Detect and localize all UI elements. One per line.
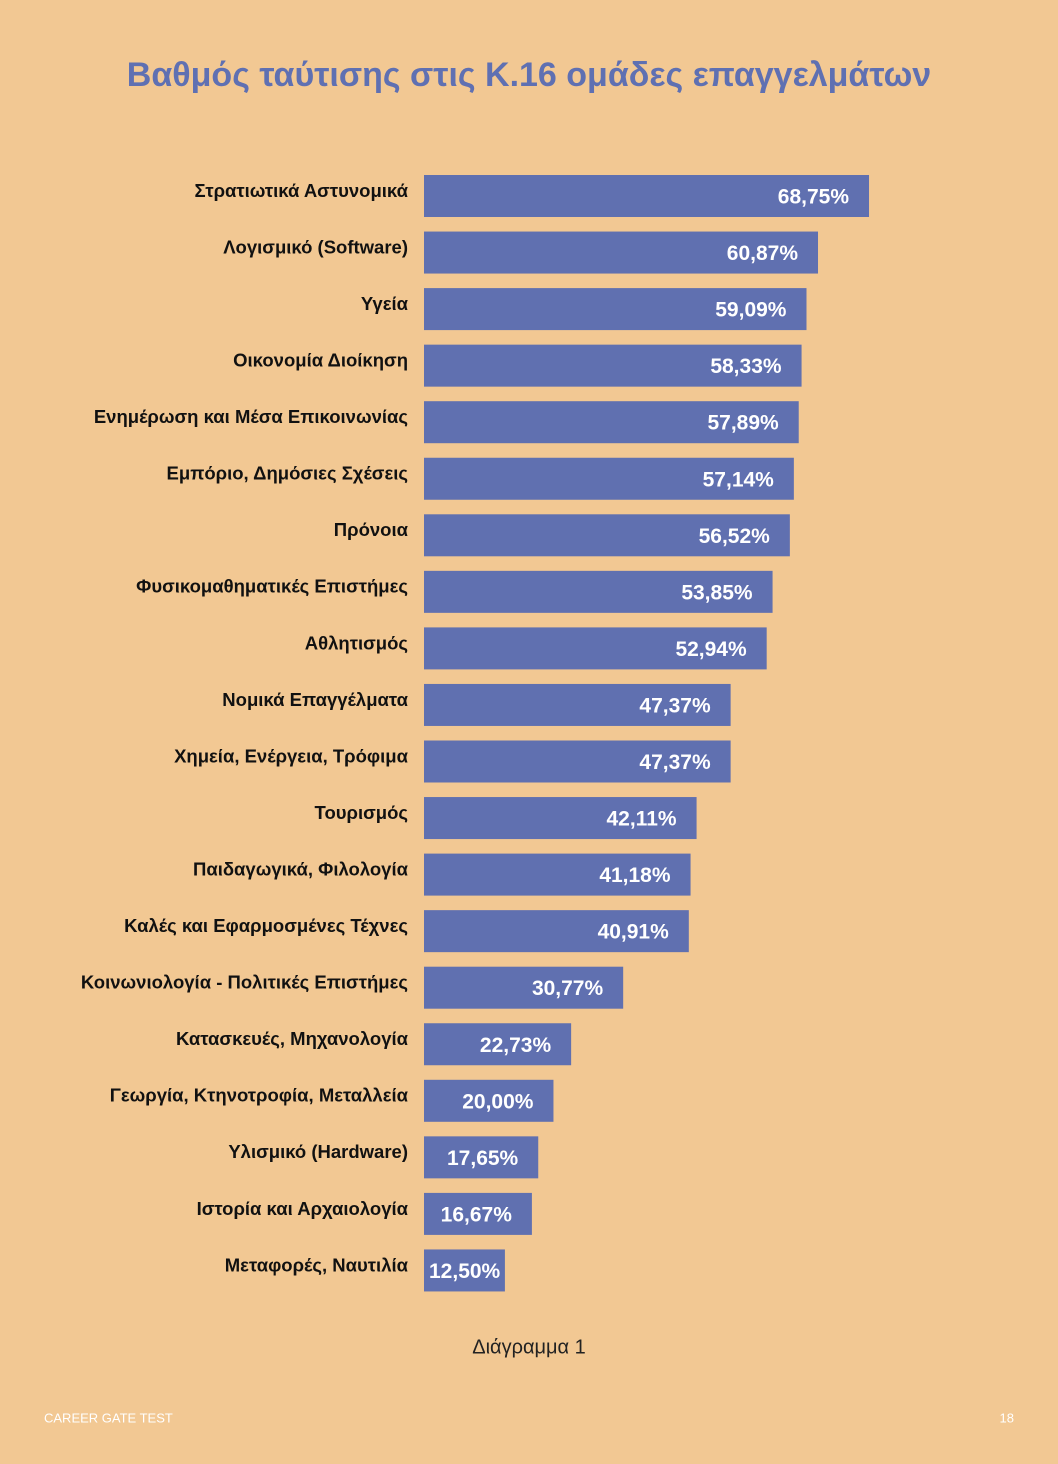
value-label: 12,50%	[429, 1260, 501, 1283]
value-label: 40,91%	[598, 921, 670, 944]
bar	[424, 1023, 572, 1066]
bar	[424, 457, 794, 500]
category-label: Φυσικομαθηματικές Επιστήμες	[136, 576, 408, 597]
category-label: Γεωργία, Κτηνοτροφία, Μεταλλεία	[110, 1085, 409, 1106]
category-label: Μεταφορές, Ναυτιλία	[225, 1254, 409, 1275]
bar	[424, 1079, 554, 1122]
category-label: Οικονομία Διοίκηση	[233, 350, 408, 371]
category-label: Κατασκευές, Μηχανολογία	[176, 1028, 409, 1049]
value-label: 30,77%	[532, 977, 604, 1000]
bar	[424, 966, 624, 1009]
bar	[424, 401, 799, 444]
value-label: 22,73%	[480, 1034, 552, 1057]
value-label: 52,94%	[675, 638, 747, 661]
value-label: 17,65%	[447, 1147, 519, 1170]
category-label: Ιστορία και Αρχαιολογία	[197, 1198, 409, 1219]
chart-title: Βαθμός ταύτισης στις Κ.16 ομάδες επαγγελ…	[127, 56, 931, 94]
bar	[424, 627, 767, 670]
page-number: 18	[1000, 1410, 1014, 1425]
bar	[424, 853, 691, 896]
caption: Διάγραμμα 1	[472, 1336, 586, 1358]
bar	[424, 1136, 539, 1179]
value-label: 16,67%	[441, 1203, 513, 1226]
category-label: Πρόνοια	[334, 519, 409, 540]
category-label: Λογισμικό (Software)	[223, 236, 408, 257]
bar	[424, 231, 819, 274]
category-label: Υγεία	[361, 293, 409, 314]
footer-left: CAREER GATE TEST	[44, 1410, 173, 1425]
bar	[424, 514, 790, 557]
bar	[424, 797, 697, 840]
category-label: Τουρισμός	[315, 802, 408, 823]
value-label: 41,18%	[599, 864, 671, 887]
value-label: 59,09%	[715, 299, 787, 322]
bar	[424, 344, 802, 387]
value-label: 57,89%	[707, 412, 779, 435]
category-label: Υλισμικό (Hardware)	[228, 1141, 408, 1162]
bar	[424, 1249, 505, 1292]
value-label: 20,00%	[462, 1090, 534, 1113]
bar	[424, 175, 870, 217]
bar	[424, 1192, 532, 1235]
value-label: 47,37%	[639, 751, 711, 774]
value-label: 56,52%	[699, 525, 771, 548]
value-label: 53,85%	[681, 581, 753, 604]
bar	[424, 740, 731, 783]
category-label: Στρατιωτικά Αστυνομικά	[195, 180, 409, 201]
category-label: Χημεία, Ενέργεια, Τρόφιμα	[174, 745, 409, 766]
bar	[424, 570, 773, 613]
value-label: 68,75%	[778, 186, 850, 209]
bar	[424, 683, 731, 726]
value-label: 47,37%	[639, 694, 711, 717]
value-label: 58,33%	[710, 355, 782, 378]
value-label: 57,14%	[703, 468, 775, 491]
category-label: Ενημέρωση και Μέσα Επικοινωνίας	[94, 406, 408, 427]
category-label: Παιδαγωγικά, Φιλολογία	[193, 858, 409, 879]
value-label: 42,11%	[606, 808, 676, 831]
category-label: Κοινωνιολογία - Πολιτικές Επιστήμες	[81, 972, 408, 993]
value-label: 60,87%	[727, 242, 799, 265]
category-label: Εμπόριο, Δημόσιες Σχέσεις	[167, 463, 408, 484]
bar	[424, 288, 807, 331]
category-label: Νομικά Επαγγέλματα	[222, 689, 408, 710]
bar	[424, 910, 689, 953]
category-label: Αθλητισμός	[305, 632, 408, 653]
category-label: Καλές και Εφαρμοσμένες Τέχνες	[124, 915, 408, 936]
